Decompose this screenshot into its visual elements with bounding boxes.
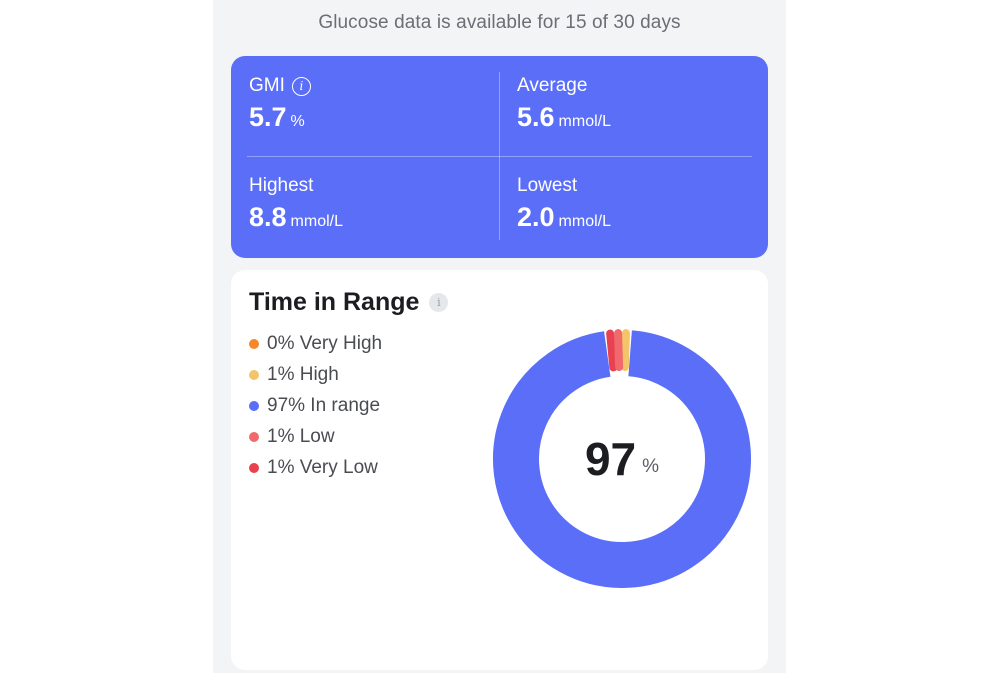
stat-gmi-label: GMI (249, 75, 285, 96)
legend-dot-low (249, 431, 259, 442)
stat-lowest-value: 2.0 (517, 202, 555, 232)
stats-divider-horizontal (247, 156, 752, 157)
stat-average-unit: mmol/L (558, 113, 611, 130)
time-in-range-card: Time in Range i 0% Very High 1% High 97%… (231, 270, 768, 670)
donut-segment-very-low (606, 329, 618, 372)
stat-average-label: Average (517, 75, 588, 96)
stat-lowest-unit: mmol/L (558, 213, 611, 230)
stat-highest-value: 8.8 (249, 202, 287, 232)
legend-dot-very-high (249, 338, 259, 349)
legend-item-very-high: 0% Very High (249, 328, 382, 359)
stat-average-value: 5.6 (517, 102, 555, 132)
stat-average: Average 5.6 mmol/L (517, 74, 611, 139)
donut-segment-high (620, 329, 630, 372)
stat-lowest: Lowest 2.0 mmol/L (517, 174, 611, 239)
time-in-range-title: Time in Range (249, 288, 420, 316)
legend-label-in-range: 97% In range (267, 394, 381, 416)
legend-dot-very-low (249, 462, 259, 473)
stat-highest-label: Highest (249, 175, 314, 196)
stat-gmi: GMI i 5.7% (249, 74, 311, 139)
time-in-range-heading: Time in Range i (249, 288, 449, 317)
legend-item-high: 1% High (249, 359, 382, 390)
data-availability-text: Glucose data is available for 15 of 30 d… (318, 12, 681, 33)
glucose-stats-card: GMI i 5.7% Average 5.6 mmol/L Highest 8.8… (231, 56, 768, 258)
donut-center-label: 97 % (491, 328, 753, 590)
legend-label-very-low: 1% Very Low (267, 456, 378, 478)
legend-label-low: 1% Low (267, 425, 335, 447)
legend-label-very-high: 0% Very High (267, 332, 383, 354)
legend-item-in-range: 97% In range (249, 390, 382, 421)
legend-dot-in-range (249, 400, 259, 411)
donut-segment-in-range (493, 330, 751, 588)
range-legend: 0% Very High 1% High 97% In range 1% Low… (249, 328, 382, 483)
legend-label-high: 1% High (267, 363, 339, 385)
legend-item-low: 1% Low (249, 421, 382, 452)
donut-chart (493, 329, 751, 588)
legend-item-very-low: 1% Very Low (249, 452, 382, 483)
stat-lowest-label: Lowest (517, 175, 578, 196)
donut-center-value: 97 (584, 433, 637, 485)
stat-highest-unit: mmol/L (290, 213, 343, 230)
donut-segment-low (614, 329, 624, 372)
stat-highest: Highest 8.8 mmol/L (249, 174, 343, 239)
stats-divider-vertical (499, 72, 500, 240)
legend-dot-high (249, 369, 259, 380)
donut-center-unit: % (642, 456, 660, 477)
stat-gmi-value: 5.7 (249, 102, 287, 132)
app-screen: Glucose data is available for 15 of 30 d… (213, 0, 786, 673)
info-icon[interactable]: i (291, 76, 311, 96)
stat-gmi-unit: % (290, 113, 305, 130)
info-icon[interactable]: i (429, 293, 449, 312)
time-in-range-donut: 97 % (491, 328, 753, 590)
